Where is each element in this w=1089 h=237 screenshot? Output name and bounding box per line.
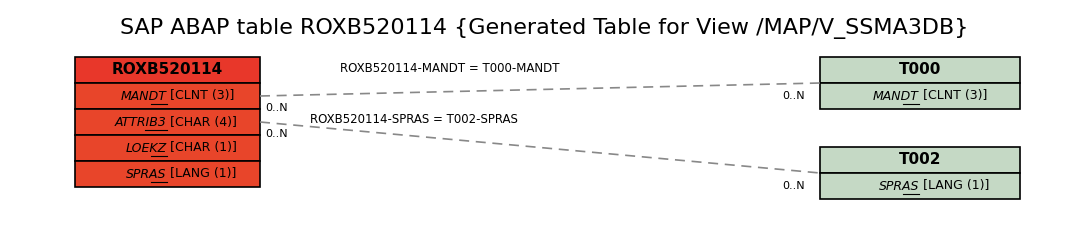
Text: 0..N: 0..N — [782, 181, 805, 191]
FancyBboxPatch shape — [75, 135, 260, 161]
Text: SAP ABAP table ROXB520114 {Generated Table for View /MAP/V_SSMA3DB}: SAP ABAP table ROXB520114 {Generated Tab… — [120, 18, 969, 38]
Text: SPRAS: SPRAS — [126, 168, 167, 181]
Text: [CLNT (3)]: [CLNT (3)] — [167, 90, 235, 102]
Text: SPRAS: SPRAS — [879, 179, 919, 192]
Text: [CLNT (3)]: [CLNT (3)] — [919, 90, 988, 102]
Text: 0..N: 0..N — [265, 103, 287, 113]
FancyBboxPatch shape — [75, 161, 260, 187]
Text: LOEKZ: LOEKZ — [125, 141, 167, 155]
Text: MANDT: MANDT — [121, 90, 167, 102]
FancyBboxPatch shape — [820, 173, 1020, 199]
Text: 0..N: 0..N — [265, 129, 287, 139]
Text: [LANG (1)]: [LANG (1)] — [167, 168, 237, 181]
FancyBboxPatch shape — [75, 109, 260, 135]
FancyBboxPatch shape — [820, 147, 1020, 173]
FancyBboxPatch shape — [820, 83, 1020, 109]
Text: [CHAR (1)]: [CHAR (1)] — [167, 141, 237, 155]
Text: T002: T002 — [898, 152, 941, 168]
Text: T000: T000 — [898, 63, 941, 77]
Text: 0..N: 0..N — [782, 91, 805, 101]
Text: MANDT: MANDT — [873, 90, 919, 102]
Text: [LANG (1)]: [LANG (1)] — [919, 179, 990, 192]
FancyBboxPatch shape — [75, 83, 260, 109]
FancyBboxPatch shape — [75, 57, 260, 83]
Text: [CHAR (4)]: [CHAR (4)] — [167, 115, 237, 128]
Text: ROXB520114-SPRAS = T002-SPRAS: ROXB520114-SPRAS = T002-SPRAS — [310, 113, 518, 126]
Text: ROXB520114-MANDT = T000-MANDT: ROXB520114-MANDT = T000-MANDT — [340, 62, 560, 75]
Text: ATTRIB3: ATTRIB3 — [114, 115, 167, 128]
FancyBboxPatch shape — [820, 57, 1020, 83]
Text: ROXB520114: ROXB520114 — [112, 63, 223, 77]
